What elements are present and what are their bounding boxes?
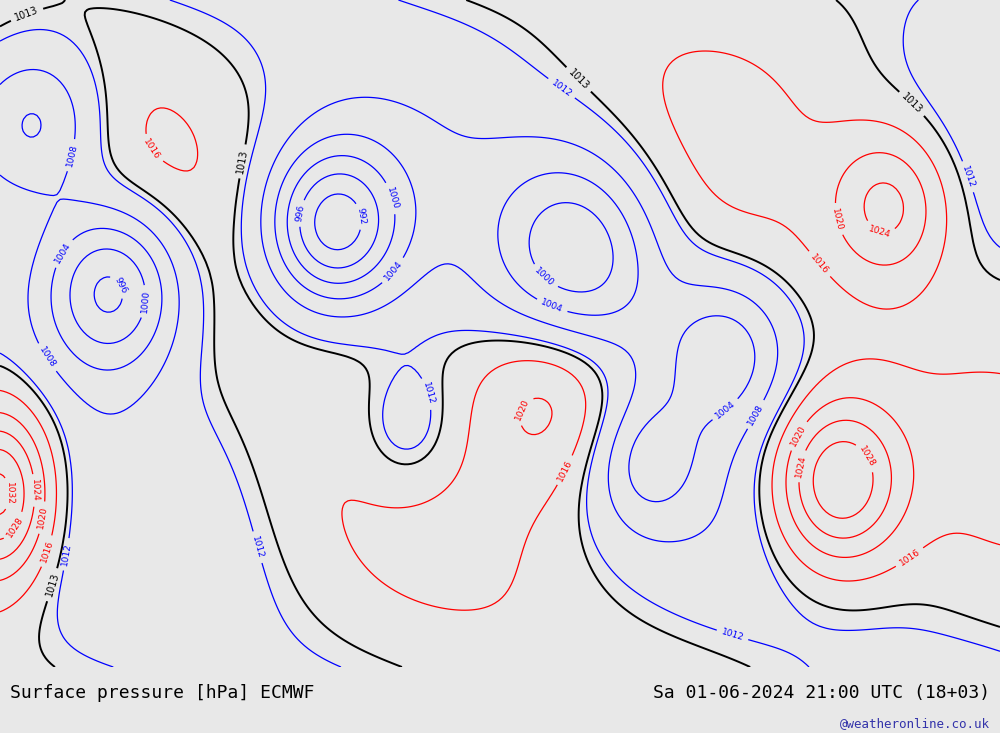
Text: 996: 996 bbox=[295, 204, 306, 222]
Text: 1008: 1008 bbox=[37, 345, 57, 369]
Text: 1012: 1012 bbox=[250, 535, 265, 559]
Text: 1032: 1032 bbox=[5, 482, 14, 505]
Text: 1024: 1024 bbox=[867, 224, 892, 239]
Text: 1013: 1013 bbox=[44, 572, 61, 598]
Text: 1004: 1004 bbox=[53, 240, 72, 265]
Text: 1004: 1004 bbox=[714, 399, 737, 421]
Text: Surface pressure [hPa] ECMWF: Surface pressure [hPa] ECMWF bbox=[10, 685, 314, 702]
Text: 1020: 1020 bbox=[789, 424, 807, 448]
Text: 1008: 1008 bbox=[65, 143, 79, 168]
Text: 1013: 1013 bbox=[14, 5, 40, 23]
Text: 1008: 1008 bbox=[746, 402, 765, 427]
Text: 996: 996 bbox=[112, 276, 128, 295]
Text: 1000: 1000 bbox=[385, 185, 400, 210]
Text: 1016: 1016 bbox=[898, 547, 922, 567]
Text: 1013: 1013 bbox=[235, 149, 250, 174]
Text: 1012: 1012 bbox=[60, 542, 73, 567]
Text: 1004: 1004 bbox=[540, 298, 564, 314]
Text: 992: 992 bbox=[355, 207, 367, 226]
Text: 1024: 1024 bbox=[794, 454, 807, 478]
Text: 1012: 1012 bbox=[720, 627, 745, 643]
Text: 1020: 1020 bbox=[830, 207, 844, 232]
Text: 1012: 1012 bbox=[550, 78, 573, 99]
Text: 1013: 1013 bbox=[900, 92, 924, 116]
Text: 1020: 1020 bbox=[36, 506, 49, 530]
Text: 1000: 1000 bbox=[140, 290, 151, 314]
Text: 1004: 1004 bbox=[383, 259, 405, 283]
Text: 1028: 1028 bbox=[5, 515, 26, 539]
Text: 1012: 1012 bbox=[421, 381, 436, 406]
Text: 1016: 1016 bbox=[142, 137, 162, 161]
Text: 1016: 1016 bbox=[556, 458, 574, 482]
Text: 1024: 1024 bbox=[30, 479, 39, 502]
Text: 1016: 1016 bbox=[809, 252, 830, 276]
Text: 1020: 1020 bbox=[513, 397, 530, 421]
Text: 1000: 1000 bbox=[533, 266, 556, 288]
Text: Sa 01-06-2024 21:00 UTC (18+03): Sa 01-06-2024 21:00 UTC (18+03) bbox=[653, 685, 990, 702]
Text: 1016: 1016 bbox=[40, 539, 55, 564]
Text: @weatheronline.co.uk: @weatheronline.co.uk bbox=[840, 717, 990, 729]
Text: 1012: 1012 bbox=[960, 164, 976, 189]
Text: 1013: 1013 bbox=[566, 67, 591, 92]
Text: 1028: 1028 bbox=[857, 445, 877, 469]
